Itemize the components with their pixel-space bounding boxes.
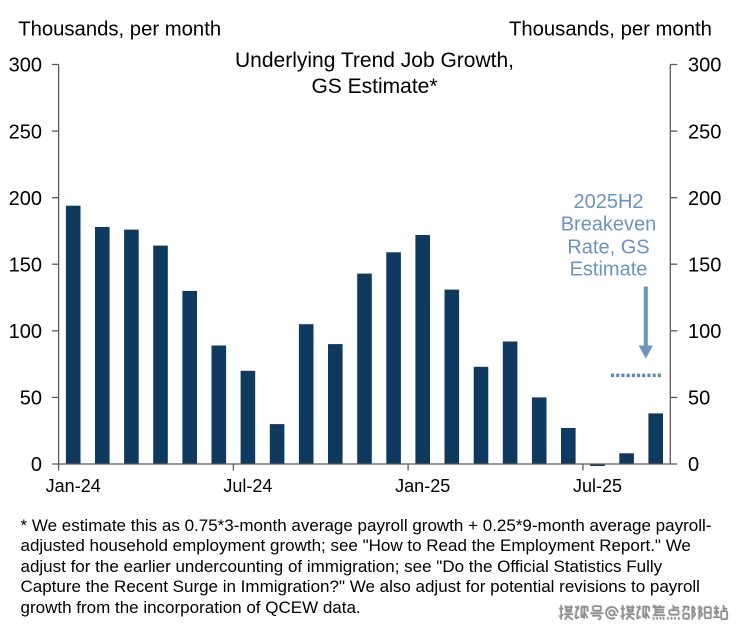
svg-text:Jul-25: Jul-25 xyxy=(573,476,622,496)
svg-text:300: 300 xyxy=(9,55,42,77)
svg-text:50: 50 xyxy=(688,388,710,410)
svg-text:200: 200 xyxy=(9,188,42,210)
svg-text:0: 0 xyxy=(688,454,699,476)
svg-text:150: 150 xyxy=(688,254,721,276)
svg-text:Thousands, per month: Thousands, per month xyxy=(18,18,221,40)
svg-text:50: 50 xyxy=(20,388,42,410)
svg-text:Estimate: Estimate xyxy=(570,259,648,281)
svg-text:150: 150 xyxy=(9,254,42,276)
svg-text:Thousands, per month: Thousands, per month xyxy=(509,18,712,40)
svg-text:0: 0 xyxy=(31,454,42,476)
svg-text:100: 100 xyxy=(9,321,42,343)
svg-text:Underlying Trend Job Growth,: Underlying Trend Job Growth, xyxy=(235,49,514,72)
svg-text:Jan-25: Jan-25 xyxy=(395,476,450,496)
svg-text:2025H2: 2025H2 xyxy=(573,191,643,213)
svg-text:Jul-24: Jul-24 xyxy=(223,476,272,496)
svg-text:Jan-24: Jan-24 xyxy=(46,476,101,496)
svg-text:Breakeven: Breakeven xyxy=(561,213,657,235)
svg-text:GS Estimate*: GS Estimate* xyxy=(311,75,437,98)
svg-text:250: 250 xyxy=(9,121,42,143)
svg-text:100: 100 xyxy=(688,321,721,343)
svg-text:200: 200 xyxy=(688,188,721,210)
svg-text:300: 300 xyxy=(688,55,721,77)
svg-text:Rate, GS: Rate, GS xyxy=(567,237,649,259)
svg-text:250: 250 xyxy=(688,121,721,143)
